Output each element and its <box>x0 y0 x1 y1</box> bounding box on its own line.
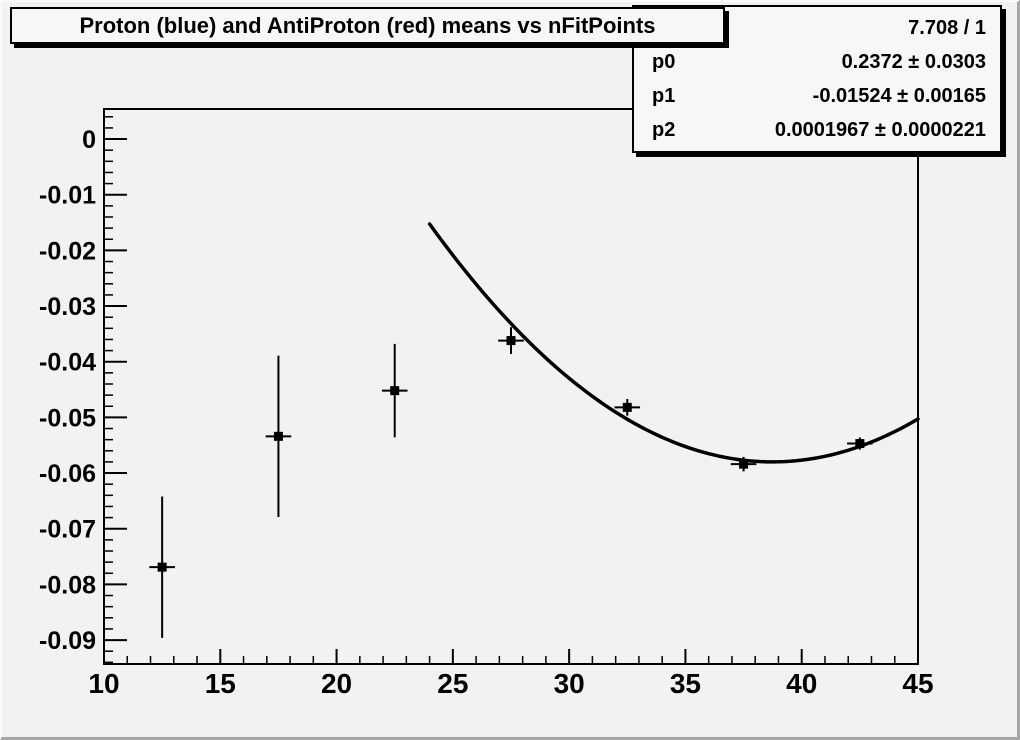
stats-param-value: 0.0001967 ± 0.0000221 <box>774 119 986 141</box>
x-tick-label: 45 <box>902 668 933 699</box>
stats-param-label: p0 <box>652 51 676 73</box>
data-point-marker <box>157 562 167 572</box>
stats-param-label: p2 <box>652 119 676 141</box>
plot-title: Proton (blue) and AntiProton (red) means… <box>79 12 656 38</box>
y-tick-label: -0.04 <box>39 349 96 377</box>
x-tick-label: 35 <box>670 668 701 699</box>
data-point-marker <box>506 336 516 346</box>
y-tick-label: -0.07 <box>39 516 96 544</box>
x-tick-label: 25 <box>437 668 468 699</box>
stats-param-value: 0.2372 ± 0.0303 <box>841 51 986 73</box>
data-point-marker <box>855 439 865 449</box>
data-point-marker <box>390 386 400 396</box>
y-tick-label: -0.09 <box>39 627 96 655</box>
x-tick-label: 30 <box>554 668 585 699</box>
stats-param-label: p1 <box>652 85 676 107</box>
plot-frame <box>103 108 919 665</box>
x-tick-label: 10 <box>88 668 119 699</box>
x-tick-label: 15 <box>205 668 236 699</box>
title-box: Proton (blue) and AntiProton (red) means… <box>10 7 725 44</box>
y-tick-label: -0.05 <box>39 404 96 432</box>
data-point-marker <box>273 431 283 441</box>
stats-chi2-row: 7.708 / 1 <box>634 18 1000 38</box>
fit-curve <box>427 222 920 464</box>
data-point-marker <box>739 459 749 469</box>
y-tick-label: 0 <box>82 126 96 154</box>
stats-param-value: -0.01524 ± 0.00165 <box>812 85 986 107</box>
y-tick-label: -0.03 <box>39 293 96 321</box>
data-point-marker <box>622 402 632 412</box>
y-tick-label: -0.08 <box>39 571 96 599</box>
stats-param-row-p1: p1 -0.01524 ± 0.00165 <box>634 86 1000 106</box>
stats-param-row-p2: p2 0.0001967 ± 0.0000221 <box>634 120 1000 140</box>
y-tick-label: -0.06 <box>39 460 96 488</box>
y-tick-label: -0.02 <box>39 237 96 265</box>
stats-param-row-p0: p0 0.2372 ± 0.0303 <box>634 52 1000 72</box>
x-tick-label: 20 <box>321 668 352 699</box>
y-tick-label: -0.01 <box>39 182 96 210</box>
stats-chi2-value: 7.708 / 1 <box>908 17 986 39</box>
x-tick-label: 40 <box>786 668 817 699</box>
